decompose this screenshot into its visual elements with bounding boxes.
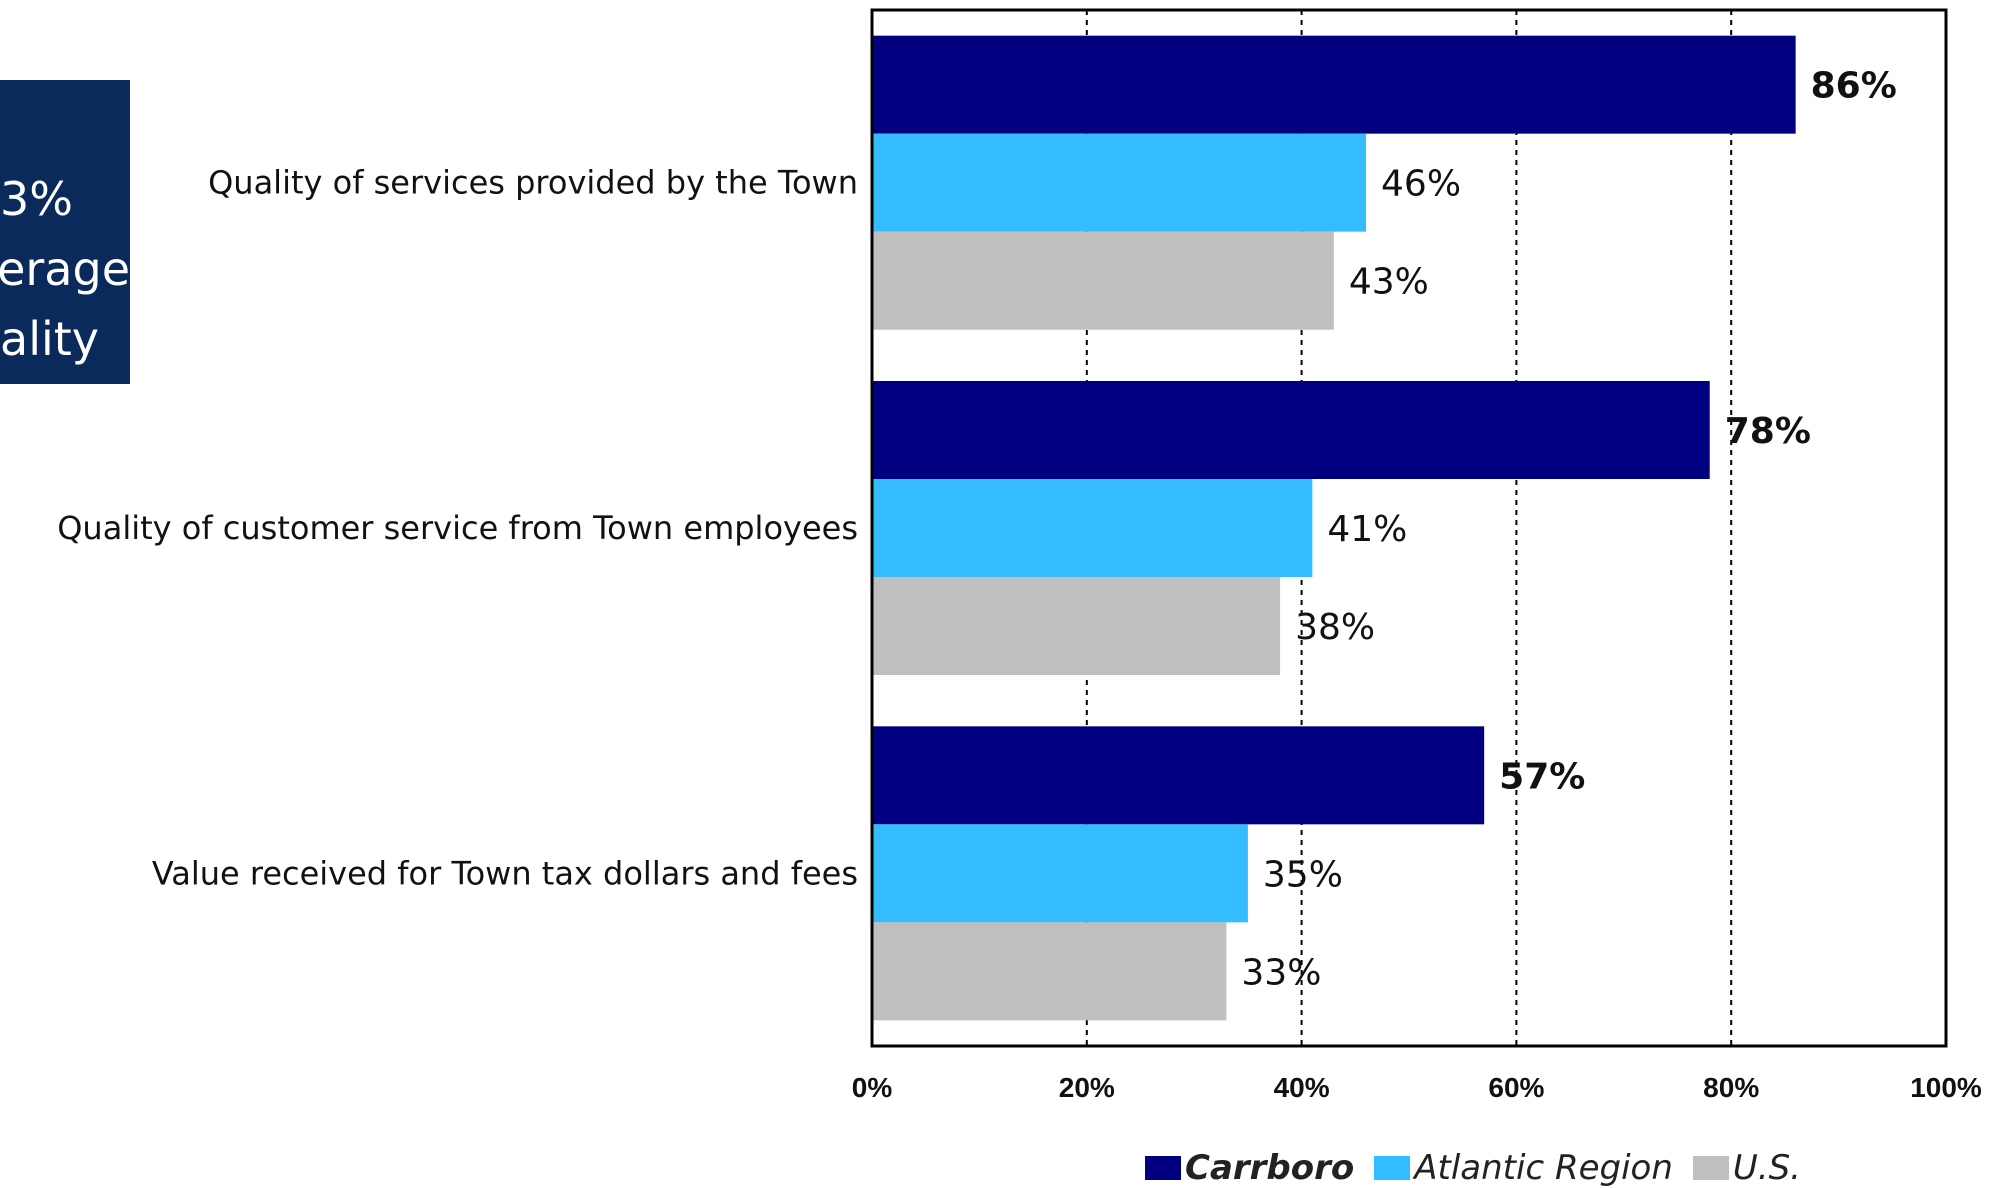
data-label: 41%	[1327, 509, 1407, 550]
data-label: 46%	[1381, 164, 1461, 205]
data-label: 38%	[1295, 607, 1375, 648]
data-label: 43%	[1349, 262, 1429, 303]
legend-label-atlantic-region: Atlantic Region	[1414, 1148, 1673, 1188]
x-tick-label: 100%	[1910, 1072, 1982, 1103]
data-label: 57%	[1499, 756, 1585, 797]
data-label: 35%	[1263, 854, 1343, 895]
x-tick-label: 80%	[1703, 1072, 1759, 1103]
x-tick-label: 0%	[852, 1072, 893, 1103]
bar-carrboro-1	[872, 35, 1796, 134]
bar-carrboro-2	[872, 381, 1710, 479]
legend-swatch-carrboro	[1145, 1156, 1181, 1180]
bar-atlantic-region-2	[872, 479, 1313, 577]
bar-carrboro-3	[872, 726, 1485, 825]
bar-atlantic-region-1	[872, 133, 1367, 232]
legend-label-us: U.S.	[1732, 1148, 1801, 1188]
callout-box: 3% erage ality es	[0, 80, 130, 384]
legend-swatch-us	[1692, 1156, 1729, 1180]
legend-item-us: U.S.	[1692, 1148, 1801, 1188]
legend-item-carrboro: Carrboro	[1145, 1148, 1354, 1188]
x-tick-label: 20%	[1059, 1072, 1115, 1103]
data-label: 33%	[1241, 952, 1321, 993]
category-label: Value received for Town tax dollars and …	[152, 854, 858, 892]
category-label: Quality of services provided by the Town	[208, 164, 858, 202]
data-label: 78%	[1725, 411, 1811, 452]
x-tick-label: 40%	[1274, 1072, 1330, 1103]
bar-u-s-3	[872, 922, 1227, 1021]
x-tick-label: 60%	[1488, 1072, 1544, 1103]
legend-swatch-atlantic-region	[1374, 1156, 1411, 1180]
bar-u-s-1	[872, 231, 1334, 330]
callout-line-1: 3%	[0, 172, 73, 226]
plot-frame	[870, 8, 1948, 1048]
bar-u-s-2	[872, 577, 1281, 675]
callout-line-3: ality	[0, 312, 100, 366]
legend-item-atlantic-region: Atlantic Region	[1374, 1148, 1673, 1188]
bar-atlantic-region-3	[872, 824, 1248, 923]
data-label: 86%	[1811, 66, 1897, 107]
category-label: Quality of customer service from Town em…	[57, 509, 858, 547]
callout-line-2: erage	[0, 242, 130, 296]
legend-label-carrboro: Carrboro	[1185, 1148, 1355, 1188]
chart-legend: Carrboro Atlantic Region U.S.	[1145, 1148, 1821, 1188]
